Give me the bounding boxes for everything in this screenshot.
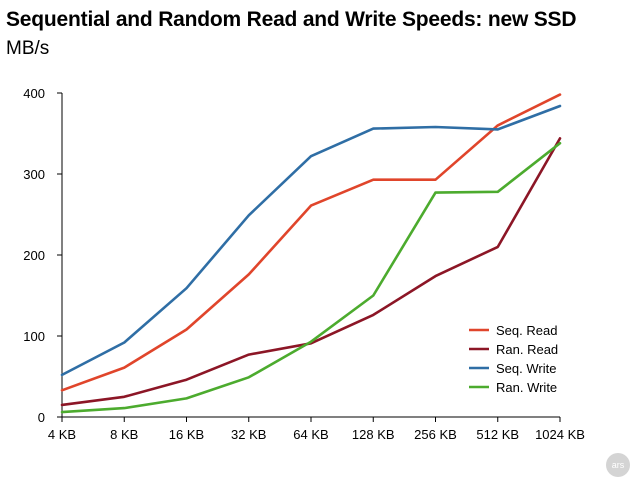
chart-subtitle-units: MB/s: [6, 38, 50, 59]
legend-label-seq-write: Seq. Write: [496, 361, 556, 376]
chart-title: Sequential and Random Read and Write Spe…: [6, 8, 577, 31]
legend-label-ran-read: Ran. Read: [496, 342, 558, 357]
y-tick-label: 300: [23, 167, 45, 182]
ars-logo: ars: [606, 453, 630, 477]
series-line-seq-write: [60, 104, 562, 377]
y-tick-label: 0: [38, 410, 45, 425]
x-tick-label: 64 KB: [293, 427, 328, 442]
x-tick-label: 256 KB: [414, 427, 457, 442]
y-tick-label: 100: [23, 329, 45, 344]
legend-label-ran-write: Ran. Write: [496, 380, 557, 395]
x-tick-label: 128 KB: [352, 427, 395, 442]
x-tick-label: 16 KB: [169, 427, 204, 442]
x-tick-label: 1024 KB: [535, 427, 585, 442]
series-line-seq-read: [60, 93, 562, 392]
x-tick-label: 4 KB: [48, 427, 76, 442]
series-line-ran-read: [60, 137, 562, 407]
x-tick-label: 32 KB: [231, 427, 266, 442]
legend-label-seq-read: Seq. Read: [496, 323, 557, 338]
series-line-ran-write: [60, 141, 562, 414]
y-tick-label: 200: [23, 248, 45, 263]
x-tick-label: 512 KB: [476, 427, 519, 442]
y-tick-label: 400: [23, 86, 45, 101]
x-tick-label: 8 KB: [110, 427, 138, 442]
